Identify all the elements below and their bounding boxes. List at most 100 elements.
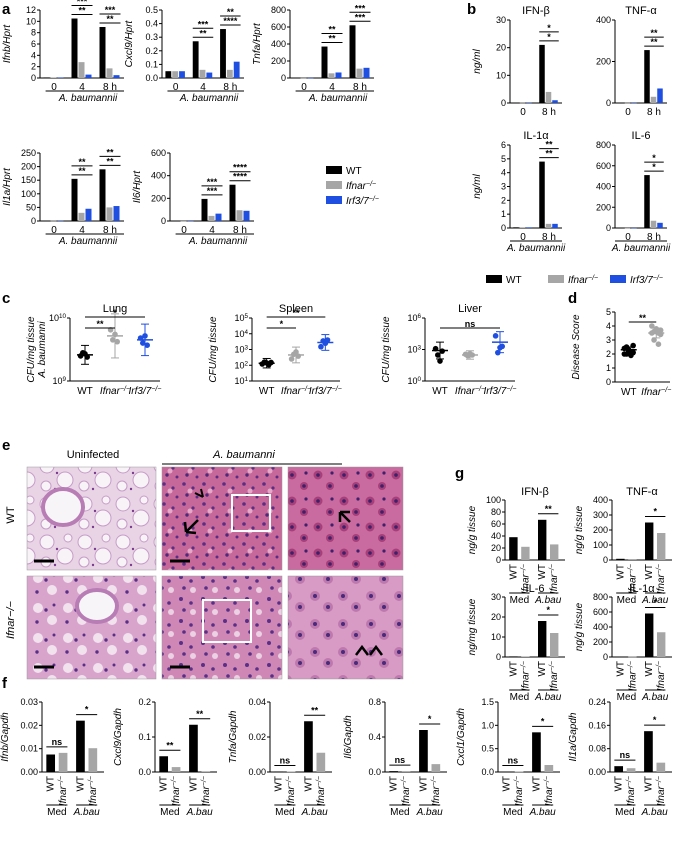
x-tick-label: Ifnar−/− [549,564,561,594]
y-tick-label: 0.02 [248,732,266,742]
x-tick-label: 8 h [542,107,556,118]
x-tick-label: WT [159,776,170,792]
y-tick-label: 103 [407,344,421,355]
x-group-label: Med [160,807,179,818]
x-group-label: A.bau [641,807,669,818]
bar-ifnar [624,227,631,229]
bar-wt [644,731,653,772]
data-point-wt [435,352,441,358]
x-tick-label: Ifnar−/− [627,661,639,691]
x-tick-label: WT [644,564,655,580]
x-tick-label: 4 [79,82,85,93]
y-axis-label: Il1a/Gapdh [568,712,579,761]
data-point-ifnar [114,338,120,345]
bar-wt [419,730,428,772]
sig-label: ** [106,147,114,157]
x-tick-label: WT [389,776,400,792]
bar-wt [616,656,625,658]
y-tick-label: 0 [501,223,506,233]
y-axis-label: Il1a/Hprt [2,167,13,206]
x-tick-label: 0 [51,82,57,93]
x-group-label: A.bau [73,807,101,818]
x-tick-label: Ifnar−/− [401,776,413,806]
bar-ifnar [78,62,85,78]
x-tick-label: 0 [625,232,631,243]
data-point-irf3 [140,340,146,346]
y-axis-label: Tnfa/Hprt [252,22,263,65]
bar-irf3 [57,220,64,222]
x-tick-label: Ifnar−/− [430,776,442,806]
sig-label: ** [650,37,658,47]
micrograph-arrow-wt-zoom [338,510,351,523]
panel-label-a: a [2,1,11,18]
bar-wt [509,537,518,560]
bar-irf3 [85,208,92,221]
y-tick-label: 0.2 [145,46,158,56]
micrograph-arrow-wt [194,488,204,498]
bar-irf3 [307,77,314,79]
y-tick-label: 0 [603,555,608,565]
panel-label-d: d [568,290,577,307]
data-point-ifnar [110,337,116,343]
chart-spleen-cfu: 101 102 103 104 105 Spleen CFU/mg tissue WT Ifna… [208,303,342,397]
sig-label: ** [328,25,336,35]
sig-label: ns [508,756,519,766]
bar-ifnar [300,77,307,79]
micrograph-ifnar-infected [161,575,283,680]
y-tick-label: 600 [596,161,611,171]
y-tick-label: 50 [26,202,36,212]
bar-wt [189,724,198,772]
y-tick-label: 0 [606,98,611,108]
y-tick-label: 0 [31,216,36,226]
y-tick-label: 600 [271,22,286,32]
y-tick-label: 0 [496,555,501,565]
y-tick-label: 30 [496,15,506,25]
x-tick-label: WT [537,661,548,677]
x-tick-label: WT [508,564,519,580]
bar-ifnar [236,210,243,221]
bar-irf3 [363,67,370,78]
y-axis-label: ng/mg tissue [467,598,478,655]
bar-ifnar [201,771,211,772]
chart-title: IFN-β [521,486,549,498]
panel-label-c: c [2,290,10,307]
x-tick-label: Ifnar−/− [514,776,526,806]
sig-label: * [85,705,89,715]
x-tick-label: 0 [173,82,179,93]
y-tick-label: 4 [501,168,506,178]
x-tick-label: Ifnar−/− [171,776,183,806]
sig-label: *** [355,3,366,13]
x-tick-label: 8 h [223,82,237,93]
x-tick-label: 0 [625,107,631,118]
y-tick-label: 80 [491,507,501,517]
sig-label: ** [328,34,336,44]
y-tick-label: 400 [593,495,608,505]
x-tick-label: WT [615,564,626,580]
y-axis-label: CFU/mg tissue [26,316,37,383]
x-tick-label: Ifnar−/− [655,776,667,806]
bar-ifnar [208,215,215,221]
y-tick-label: 103 [234,344,248,355]
bar-ifnar [650,220,657,228]
bar-ifnar [626,768,636,772]
y-axis-label: Cxcl9/Hprt [124,19,135,67]
x-tick-label: Ifnar−/− [656,564,668,594]
x-tick-label: Ifnar−/− [455,386,485,398]
bar-irf3 [552,223,558,228]
bar-ifnar [519,102,526,104]
x-tick-label: 4 [329,82,335,93]
sig-label: *** [105,5,116,15]
y-tick-label: 400 [596,182,611,192]
bar-wt [159,756,169,772]
bar-ifnar [656,762,666,772]
micrograph-zoom-box-wt [231,494,271,532]
y-tick-label: 0 [606,377,611,387]
x-tick-label: Ifnar−/− [58,776,70,806]
panel-label-f: f [2,675,8,692]
bar-ifnar [521,546,530,560]
x-tick-label: Ifnar−/− [100,386,130,398]
y-tick-label: 600 [151,148,166,158]
sig-label: ** [166,740,174,750]
